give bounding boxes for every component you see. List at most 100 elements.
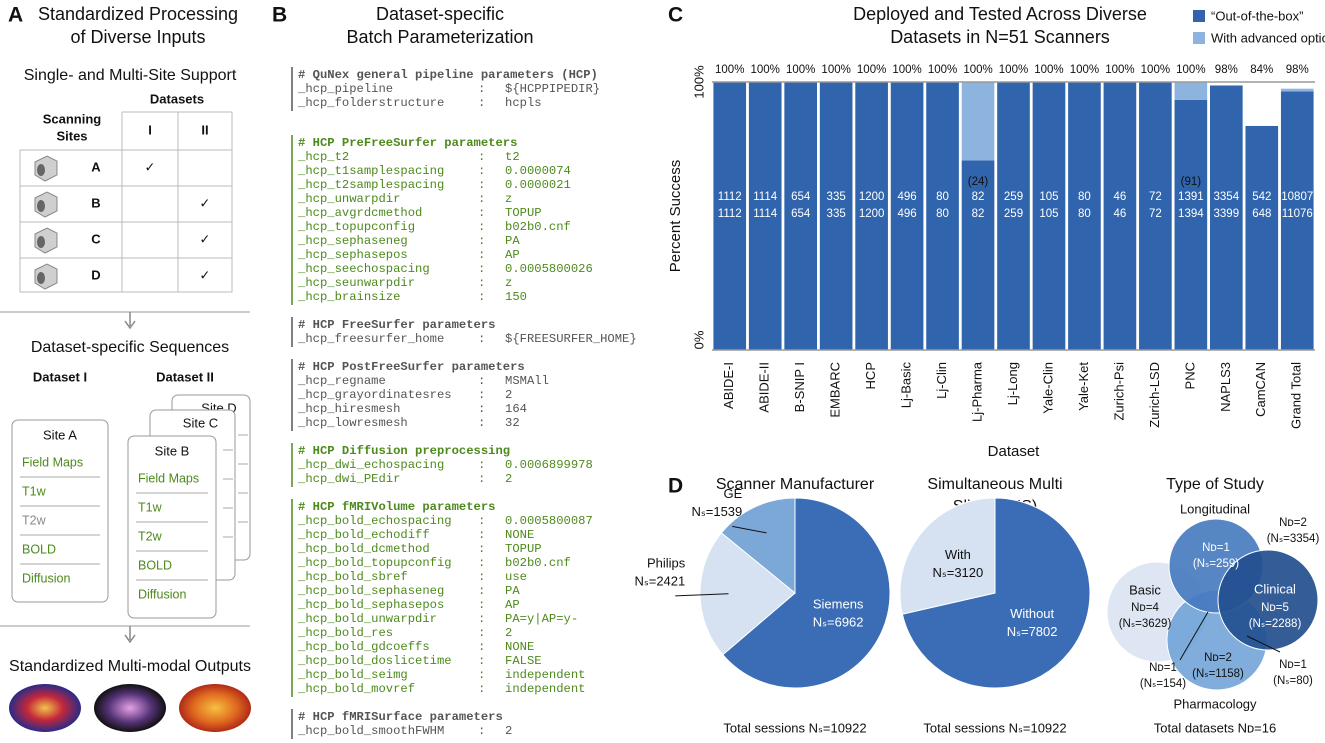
code-text: NONE [505, 528, 534, 542]
success-count: 10807 [1281, 191, 1313, 203]
bar-segment [1245, 125, 1279, 351]
site-card [11, 419, 109, 603]
bar-segment [713, 82, 747, 350]
total-label: Total sessions Nₛ=10922 [923, 720, 1066, 735]
total-label: 100% [750, 64, 779, 76]
brain-image [94, 684, 166, 732]
session-count: 1394 [1178, 208, 1204, 220]
bar-segment [1139, 82, 1172, 350]
venn-label: (Nₛ=1158) [1192, 668, 1244, 680]
check-mark: ✓ [200, 195, 211, 210]
code-text: _hcp_t1samplespacing [297, 164, 444, 178]
session-count: 648 [1252, 208, 1271, 220]
code-header: # HCP fMRISurface parameters [298, 710, 503, 724]
code-text: t2 [505, 150, 520, 164]
panel-c: C Deployed and Tested Across Diverse Datas… [667, 4, 1325, 460]
scanner-bore [37, 236, 45, 248]
scanner-bore [37, 272, 45, 284]
code-text: : [478, 542, 485, 556]
total-label: 100% [1176, 64, 1205, 76]
chart-title: Type of Study [1166, 476, 1264, 493]
code-text: : [478, 234, 485, 248]
code-text: _hcp_brainsize [297, 290, 400, 304]
venn-label: Nᴅ=2 [1279, 517, 1307, 529]
x-tick-label: Lj-Long [1005, 362, 1020, 405]
slice-value: Nₛ=7802 [1007, 624, 1058, 639]
code-text: _hcp_bold_echodiff [297, 528, 430, 542]
x-tick-label: NAPLS3 [1218, 362, 1233, 412]
sequence: T1w [138, 500, 163, 514]
sequence: Diffusion [22, 571, 70, 585]
total-label: 100% [1070, 64, 1099, 76]
bar-segment [1032, 82, 1066, 350]
panel-d: D Type of Study Longitudinal Clinical Ba… [635, 475, 1320, 736]
scanner-bore [37, 200, 45, 212]
bar-segment [961, 82, 995, 161]
advanced-count: (91) [1181, 176, 1202, 188]
code-text: : [478, 290, 485, 304]
total-label: 100% [786, 64, 815, 76]
code-text: _hcp_seunwarpdir [297, 276, 415, 290]
arrow [124, 312, 136, 330]
slice-value: Nₛ=2421 [635, 573, 686, 588]
code-text: FALSE [505, 654, 542, 668]
success-count: 3354 [1214, 191, 1240, 203]
code-text: : [478, 472, 485, 486]
set-label: Longitudinal [1180, 501, 1250, 516]
site-table [19, 111, 233, 293]
code-text: independent [505, 668, 585, 682]
sequence: BOLD [22, 542, 56, 556]
sequence: Field Maps [138, 471, 199, 485]
code-text: 0.0006899978 [505, 458, 593, 472]
code-text: : [478, 654, 485, 668]
brain-image [179, 684, 251, 732]
session-count: 1112 [718, 208, 742, 220]
bar-segment [1174, 99, 1208, 351]
session-count: 654 [791, 208, 811, 220]
code-text: TOPUP [505, 206, 542, 220]
code-text: independent [505, 682, 585, 696]
check-mark: ✓ [200, 267, 211, 282]
code-text: : [478, 276, 485, 290]
panel-letter: A [8, 4, 23, 27]
total-label: 84% [1250, 64, 1273, 76]
slice-value: Nₛ=1539 [692, 504, 743, 519]
total-label: 100% [892, 64, 921, 76]
session-count: 3399 [1214, 208, 1240, 220]
table-header: Scanning [43, 111, 102, 126]
total-label: 100% [928, 64, 957, 76]
code-text: : [478, 724, 485, 738]
success-count: 542 [1252, 191, 1271, 203]
code-text: : [478, 668, 485, 682]
code-text: AP [505, 598, 520, 612]
code-text: 32 [505, 416, 520, 430]
panel-letter: B [272, 4, 287, 27]
leader-line [732, 525, 767, 534]
success-count: 496 [897, 191, 916, 203]
code-text: : [478, 192, 485, 206]
bar-segment [1210, 85, 1243, 350]
total-label: 98% [1286, 64, 1309, 76]
code-text: ${FREESURFER_HOME} [505, 332, 637, 346]
code-text: b02b0.cnf [505, 556, 571, 570]
code-header: # HCP fMRIVolume parameters [298, 500, 495, 514]
legend-label: With advanced options [1211, 30, 1325, 45]
code-text: : [478, 248, 485, 262]
code-text: : [478, 402, 485, 416]
total-label: 100% [1034, 64, 1063, 76]
x-tick-label: Lj-Basic [899, 362, 914, 409]
code-text: _hcp_bold_sephaseneg [297, 584, 444, 598]
code-text: _hcp_sephaseneg [297, 234, 408, 248]
sequence: T1w [22, 484, 47, 498]
success-count: 1114 [753, 191, 777, 203]
slice-label: With [945, 547, 971, 562]
code-text: _hcp_bold_echospacing [297, 514, 452, 528]
site-label: B [91, 195, 100, 210]
session-count: 11076 [1282, 208, 1313, 220]
code-text: _hcp_avgrdcmethod [297, 206, 422, 220]
code-text: _hcp_freesurfer_home [297, 332, 444, 346]
bar-segment [961, 160, 995, 350]
code-text: MSMAll [505, 374, 549, 388]
total-label: 100% [857, 64, 886, 76]
